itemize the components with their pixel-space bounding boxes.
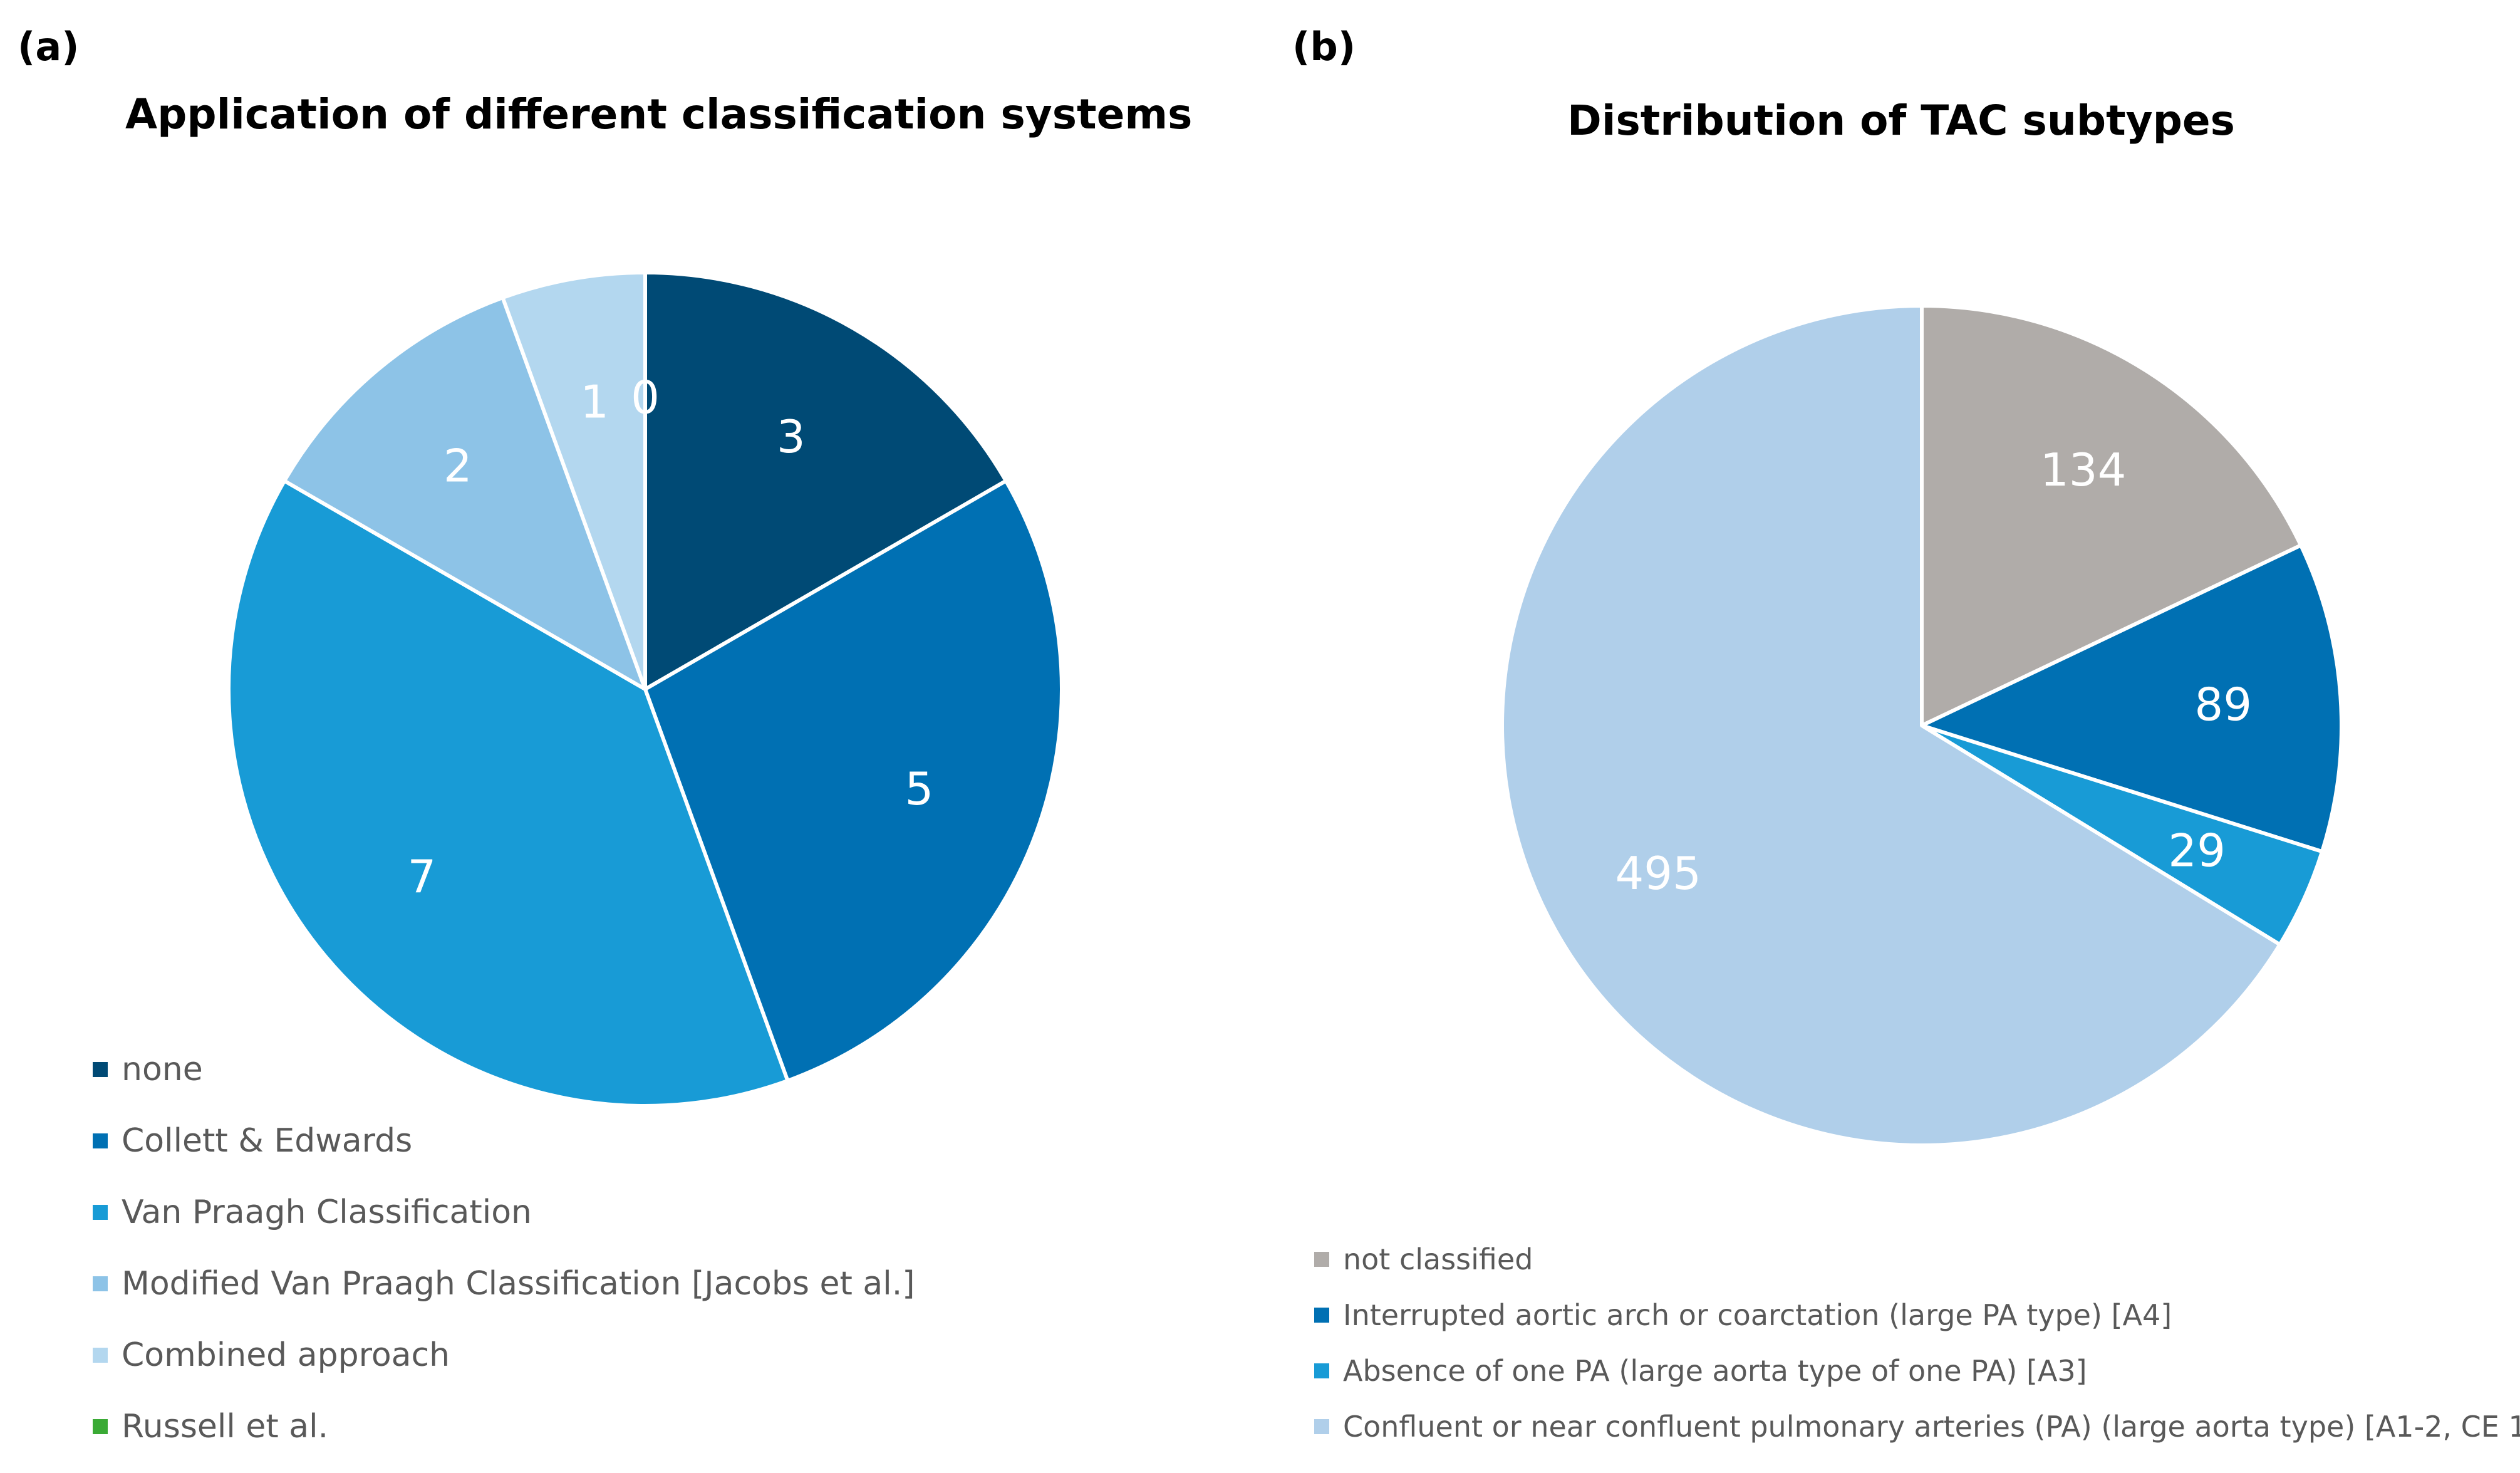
chart-a-legend: none Collett & Edwards Van Praagh Classifi…: [93, 1034, 915, 1462]
panel-b-label: (b): [1292, 24, 1356, 70]
chart-a-legend-item-modified-van-praagh-classification-jacobs-et-al: Modified Van Praagh Classification [Jaco…: [93, 1248, 915, 1319]
chart-b-slice-confluent-or-near-confluent-pulmonary-arteries-pa-large-aorta-type-a1-2-ce-1-3: [1500, 304, 2282, 1147]
chart-b-slice-label-not-classified: 134: [2040, 444, 2126, 496]
chart-a-title: Application of different classification …: [125, 90, 1193, 138]
chart-b-legend-swatch: [1314, 1251, 1329, 1267]
chart-b-slice-label-interrupted-aortic-arch-or-coarctation-large-pa-type-a4: 89: [2194, 679, 2252, 731]
chart-a-slice-label-modified-van-praagh-classification-jacobs-et-al: 2: [443, 439, 472, 492]
panel-a-label: (a): [18, 24, 80, 70]
chart-a-slice-label-van-praagh-classification: 7: [408, 850, 437, 903]
chart-a-slice-combined-approach: [500, 271, 647, 691]
chart-a-legend-item-none: none: [93, 1034, 915, 1105]
chart-b-slice-label-absence-of-one-pa-large-aorta-type-of-one-pa-a3: 29: [2168, 825, 2226, 877]
chart-b-slice-interrupted-aortic-arch-or-coarctation-large-pa-type-a4: [1920, 543, 2343, 854]
chart-a-slice-none: [643, 271, 1008, 691]
chart-a-pie: 3 5 7 2 1 0: [227, 271, 1064, 1108]
chart-b-legend-label: Interrupted aortic arch or coarctation (…: [1343, 1298, 2172, 1332]
chart-a-legend-item-van-praagh-classification: Van Praagh Classification: [93, 1177, 915, 1248]
chart-b-legend-swatch: [1314, 1418, 1329, 1434]
chart-a-legend-swatch: [93, 1133, 108, 1148]
chart-a-legend-swatch: [93, 1348, 108, 1363]
chart-b-legend-item-not-classified: not classified: [1314, 1231, 2520, 1287]
chart-a-legend-label: Modified Van Praagh Classification [Jaco…: [122, 1265, 915, 1303]
chart-a-slice-label-collett-edwards: 5: [905, 763, 934, 815]
chart-a-legend-label: none: [122, 1051, 203, 1088]
chart-a-legend-item-collett-edwards: Collett & Edwards: [93, 1105, 915, 1177]
chart-b-legend-label: Confluent or near confluent pulmonary ar…: [1343, 1409, 2520, 1444]
chart-b-legend-label: not classified: [1343, 1242, 1533, 1276]
chart-a-legend-label: Combined approach: [122, 1336, 450, 1374]
chart-b-slice-label-confluent-or-near-confluent-pulmonary-arteries-pa-large-aorta-type-a1-2-ce-1-3: 495: [1615, 847, 1701, 900]
chart-a-legend-item-combined-approach: Combined approach: [93, 1319, 915, 1391]
chart-b-legend-label: Absence of one PA (large aorta type of o…: [1343, 1353, 2087, 1388]
chart-a-slice-label-combined-approach: 1: [580, 376, 609, 429]
chart-a-slice-collett-edwards: [643, 479, 1064, 1083]
chart-b-legend-swatch: [1314, 1307, 1329, 1323]
chart-a-legend-swatch: [93, 1205, 108, 1220]
chart-a-legend-swatch: [93, 1419, 108, 1434]
chart-a-slice-van-praagh-classification: [227, 479, 790, 1108]
chart-a-legend-label: Russell et al.: [122, 1408, 329, 1445]
chart-a-slice-modified-van-praagh-classification-jacobs-et-al: [283, 296, 647, 691]
chart-b-legend-item-confluent-or-near-confluent-pulmonary-arteries-pa-large-aorta-type-a1-2-ce-1-3: Confluent or near confluent pulmonary ar…: [1314, 1398, 2520, 1454]
chart-a-legend-swatch: [93, 1276, 108, 1291]
chart-b-legend: not classified Interrupted aortic arch or…: [1314, 1231, 2520, 1454]
chart-b-legend-item-absence-of-one-pa-large-aorta-type-of-one-pa-a3: Absence of one PA (large aorta type of o…: [1314, 1343, 2520, 1398]
chart-a-legend-swatch: [93, 1062, 108, 1077]
chart-a-legend-label: Van Praagh Classification: [122, 1194, 532, 1231]
chart-b-slice-not-classified: [1920, 304, 2303, 727]
chart-a-slice-label-russell-et-al: 0: [631, 372, 660, 424]
chart-b-title: Distribution of TAC subtypes: [1567, 96, 2235, 145]
chart-a-slice-label-none: 3: [777, 410, 806, 463]
chart-b-legend-swatch: [1314, 1363, 1329, 1378]
chart-a-legend-item-russell-et-al: Russell et al.: [93, 1391, 915, 1462]
chart-b-legend-item-interrupted-aortic-arch-or-coarctation-large-pa-type-a4: Interrupted aortic arch or coarctation (…: [1314, 1287, 2520, 1343]
chart-a-legend-label: Collett & Edwards: [122, 1122, 413, 1160]
